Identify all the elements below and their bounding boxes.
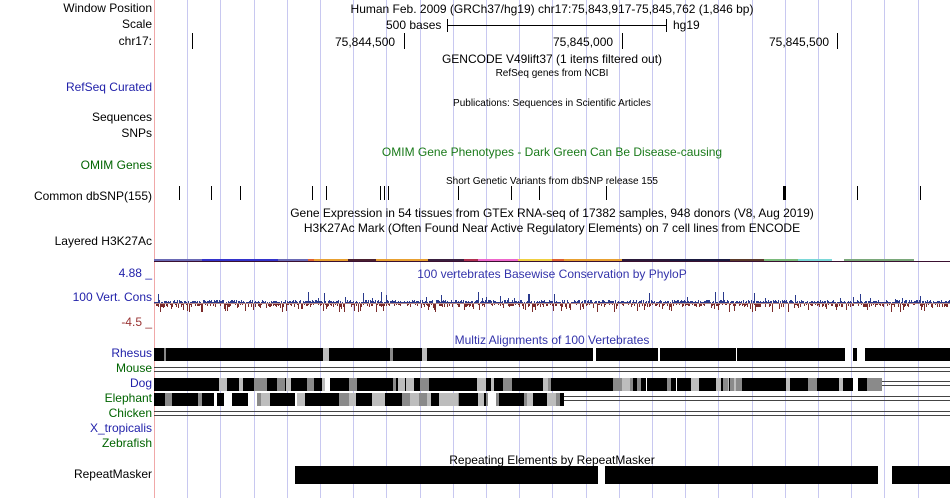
h3k27ac-segment[interactable] (428, 259, 464, 261)
h3k27ac-segment[interactable] (844, 259, 914, 261)
dbsnp-variant-mark[interactable] (312, 186, 313, 200)
caption-repeatmasker: Repeating Elements by RepeatMasker (449, 453, 655, 467)
alignment-gap-line-mouse (154, 367, 950, 368)
dbsnp-variant-mark[interactable] (857, 186, 858, 200)
dbsnp-variant-mark[interactable] (179, 186, 180, 200)
h3k27ac-segment[interactable] (798, 259, 832, 261)
h3k27ac-segment[interactable] (478, 259, 518, 261)
caption-h3k27ac: H3K27Ac Mark (Often Found Near Active Re… (303, 221, 801, 235)
h3k27ac-segment[interactable] (202, 259, 278, 261)
h3k27ac-segment[interactable] (552, 259, 564, 261)
repeat-element-block[interactable] (295, 466, 598, 484)
track-label-column: Window Position Scale chr17: RefSeq Cura… (0, 0, 154, 498)
h3k27ac-segment[interactable] (308, 259, 314, 261)
label-100-vert-cons[interactable]: 100 Vert. Cons (72, 290, 152, 304)
h3k27ac-segment[interactable] (764, 259, 798, 261)
species-label-elephant[interactable]: Elephant (104, 391, 152, 405)
caption-publications: Publications: Sequences in Scientific Ar… (453, 98, 651, 109)
species-label-chicken[interactable]: Chicken (108, 406, 152, 420)
h3k27ac-segment[interactable] (348, 259, 376, 261)
dbsnp-variant-mark[interactable] (920, 186, 921, 200)
ruler-tick-start (192, 33, 193, 49)
label-repeatmasker[interactable]: RepeatMasker (73, 467, 152, 481)
h3k27ac-segment[interactable] (730, 259, 764, 261)
label-layered-h3k27ac[interactable]: Layered H3K27Ac (54, 234, 152, 248)
alignment-bar-elephant[interactable] (154, 393, 564, 406)
caption-refseq-ncbi: RefSeq genes from NCBI (495, 68, 609, 79)
label-scale: Scale (121, 17, 152, 31)
h3k27ac-segment[interactable] (278, 259, 308, 261)
alignment-bar-dog[interactable] (154, 378, 882, 391)
conservation-max-value: 4.88 _ (118, 266, 152, 280)
repeat-element-block[interactable] (605, 466, 878, 484)
label-chrom: chr17: (118, 34, 152, 48)
dbsnp-variant-mark[interactable] (384, 186, 385, 200)
h3k27ac-segment[interactable] (464, 259, 478, 261)
alignment-gap-line-chicken (154, 415, 950, 416)
scale-bar-cap-right (666, 19, 667, 32)
alignment-gap-line-elephant (564, 400, 950, 401)
ruler-label-3: 75,845,500 (769, 35, 830, 49)
alignment-gap-line-mouse (154, 371, 950, 372)
dbsnp-variant-mark[interactable] (326, 186, 327, 200)
label-refseq-curated[interactable]: RefSeq Curated (65, 80, 152, 94)
caption-omim: OMIM Gene Phenotypes - Dark Green Can Be… (381, 145, 723, 159)
conservation-min-value: -4.5 _ (121, 315, 152, 329)
ruler-tick-3 (837, 33, 838, 49)
species-label-x-tropicalis[interactable]: X_tropicalis (89, 421, 152, 435)
ruler-label-1: 75,844,500 (335, 35, 396, 49)
species-label-dog[interactable]: Dog (129, 376, 152, 390)
alignment-gap-line-dog (882, 385, 950, 386)
caption-gtex: Gene Expression in 54 tissues from GTEx … (290, 206, 814, 220)
window-position-value: Human Feb. 2009 (GRCh37/hg19) chr17:75,8… (350, 2, 754, 16)
species-label-mouse[interactable]: Mouse (115, 361, 152, 375)
caption-dbsnp: Short Genetic Variants from dbSNP releas… (446, 176, 658, 187)
label-omim-genes[interactable]: OMIM Genes (80, 158, 152, 172)
ruler-label-2: 75,845,000 (553, 35, 614, 49)
scale-bar-value: 500 bases (386, 18, 442, 32)
label-window-position: Window Position (63, 1, 152, 15)
ruler-tick-2 (622, 33, 623, 49)
dbsnp-variant-mark[interactable] (539, 186, 540, 200)
label-sequences[interactable]: Sequences (91, 110, 152, 124)
assembly-label: hg19 (673, 18, 700, 32)
phylop-wiggle (154, 292, 950, 312)
alignment-gap-line-chicken (154, 411, 950, 412)
dbsnp-variant-mark[interactable] (240, 186, 241, 200)
dbsnp-variant-mark[interactable] (388, 186, 389, 200)
dbsnp-variant-mark[interactable] (380, 186, 381, 200)
center-guide-line (154, 0, 155, 498)
dbsnp-variant-mark[interactable] (783, 186, 786, 200)
h3k27ac-segment[interactable] (564, 259, 622, 261)
h3k27ac-segment[interactable] (154, 259, 202, 261)
label-common-dbsnp[interactable]: Common dbSNP(155) (33, 189, 152, 203)
scale-bar-line (447, 25, 667, 26)
h3k27ac-segment[interactable] (518, 259, 552, 261)
caption-phylop: 100 vertebrates Basewise Conservation by… (417, 267, 687, 281)
dbsnp-variant-mark[interactable] (511, 186, 512, 200)
ruler-tick-1 (404, 33, 405, 49)
repeat-element-block[interactable] (892, 466, 950, 484)
alignment-gap-line-elephant (564, 396, 950, 397)
h3k27ac-segment[interactable] (376, 259, 428, 261)
species-label-zebrafish[interactable]: Zebrafish (101, 436, 152, 450)
h3k27ac-baseline (154, 261, 950, 262)
caption-gencode: GENCODE V49lift37 (1 items filtered out) (441, 52, 663, 66)
dbsnp-variant-mark[interactable] (458, 186, 459, 200)
h3k27ac-segment[interactable] (314, 259, 348, 261)
alignment-bar-rhesus[interactable] (154, 348, 950, 361)
h3k27ac-segment[interactable] (670, 259, 730, 261)
label-snps[interactable]: SNPs (121, 126, 152, 140)
species-label-rhesus[interactable]: Rhesus (111, 346, 152, 360)
h3k27ac-segment[interactable] (622, 259, 670, 261)
dbsnp-variant-mark[interactable] (606, 186, 607, 200)
scale-bar-cap-left (447, 19, 448, 32)
dbsnp-variant-mark[interactable] (211, 186, 212, 200)
caption-multiz: Multiz Alignments of 100 Vertebrates (454, 333, 650, 347)
alignment-gap-line-dog (882, 381, 950, 382)
